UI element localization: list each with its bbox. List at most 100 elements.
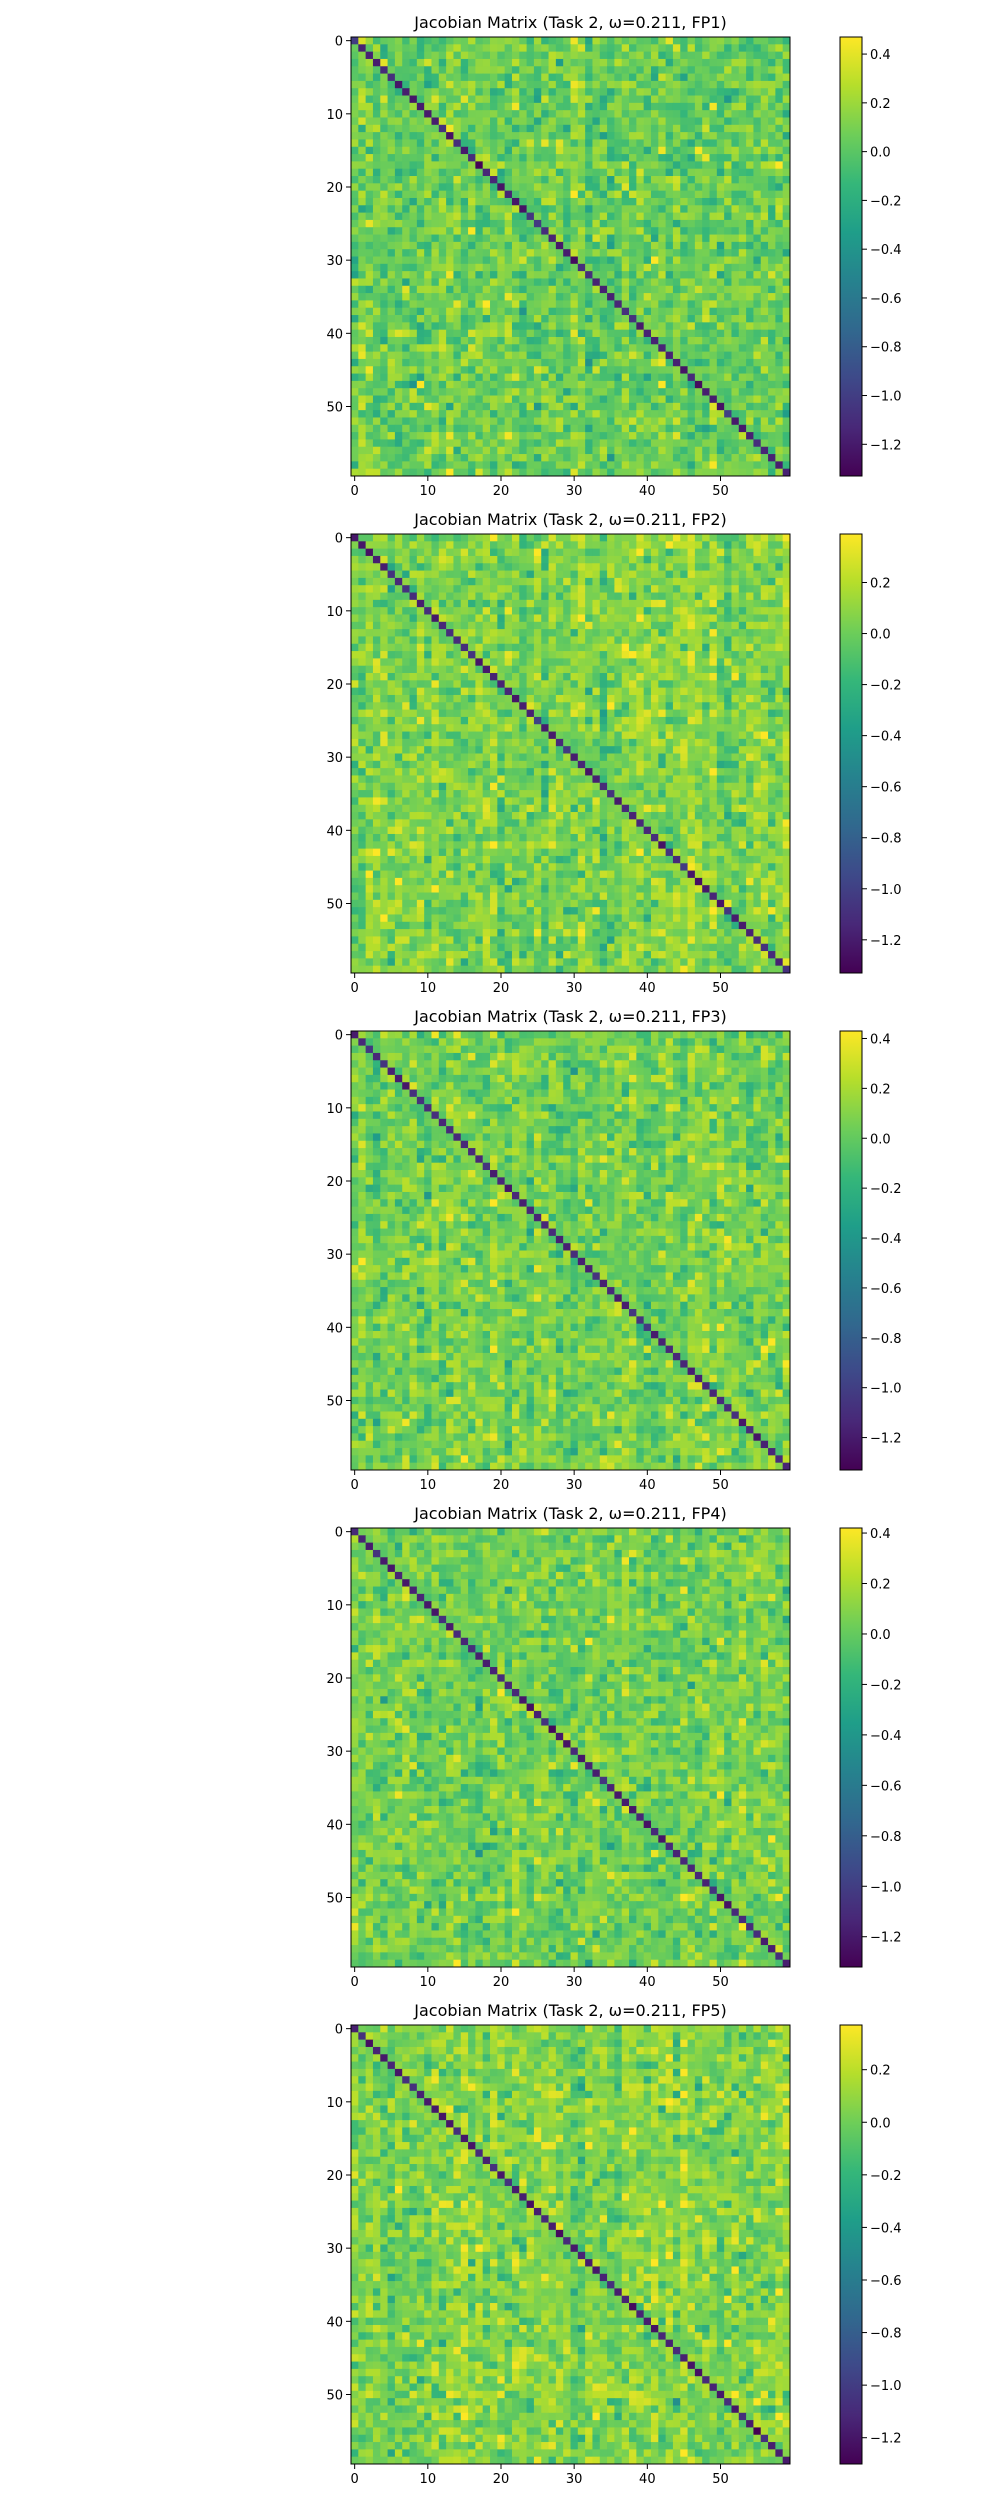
heatmap-cell [600, 322, 608, 330]
heatmap-cell [600, 359, 608, 367]
heatmap-cell [519, 534, 527, 542]
heatmap-cell [410, 147, 418, 155]
heatmap-cell [424, 388, 432, 396]
heatmap-cell [775, 315, 783, 323]
heatmap-cell [483, 44, 491, 52]
heatmap-cell [497, 469, 505, 477]
heatmap-cell [402, 344, 410, 352]
heatmap-cell [702, 366, 710, 374]
heatmap-cell [556, 622, 564, 630]
heatmap-cell [549, 636, 557, 644]
heatmap-cell [358, 410, 366, 418]
heatmap-cell [483, 183, 491, 191]
heatmap-cell [775, 300, 783, 308]
heatmap-cell [783, 59, 791, 67]
heatmap-cell [746, 688, 754, 696]
heatmap-cell [578, 293, 586, 301]
heatmap-cell [431, 205, 439, 213]
heatmap-cell [556, 461, 564, 469]
heatmap-cell [673, 644, 681, 652]
heatmap-cell [702, 161, 710, 169]
heatmap-cell [622, 161, 630, 169]
heatmap-cell [614, 286, 622, 294]
heatmap-cell [651, 257, 659, 265]
heatmap-cell [439, 695, 447, 703]
heatmap-cell [651, 585, 659, 593]
heatmap-cell [505, 680, 513, 688]
heatmap-cell [717, 374, 725, 382]
heatmap-cell [607, 300, 615, 308]
heatmap-cell [388, 169, 396, 177]
heatmap-cell [424, 205, 432, 213]
heatmap-cell [585, 614, 593, 622]
heatmap-cell [527, 359, 535, 367]
heatmap-cell [651, 614, 659, 622]
heatmap-cell [512, 388, 520, 396]
heatmap-cell [563, 286, 571, 294]
heatmap-cell [563, 417, 571, 425]
heatmap-cell [556, 249, 564, 257]
heatmap-cell [366, 103, 374, 111]
heatmap-cell [651, 227, 659, 235]
heatmap-cell [585, 461, 593, 469]
heatmap-cell [468, 249, 476, 257]
heatmap-cell [410, 549, 418, 557]
heatmap-cell [439, 651, 447, 659]
heatmap-cell [475, 695, 483, 703]
heatmap-cell [351, 66, 359, 74]
heatmap-cell [380, 366, 388, 374]
heatmap-cell [475, 549, 483, 557]
heatmap-cell [666, 622, 674, 630]
heatmap-cell [541, 578, 549, 586]
heatmap-cell [695, 425, 703, 433]
heatmap-cell [731, 366, 739, 374]
heatmap-cell [571, 571, 579, 579]
colorbar-tick-label: −0.4 [870, 243, 902, 258]
heatmap-cell [622, 286, 630, 294]
heatmap-cell [453, 563, 461, 571]
heatmap-cell [622, 191, 630, 199]
heatmap-cell [417, 410, 425, 418]
heatmap-cell [549, 432, 557, 440]
heatmap-cell [571, 366, 579, 374]
heatmap-cell [607, 607, 615, 615]
heatmap-cell [358, 469, 366, 477]
heatmap-cell [724, 198, 732, 206]
heatmap-cell [453, 666, 461, 674]
heatmap-cell [614, 59, 622, 67]
heatmap-cell [461, 549, 469, 557]
heatmap-cell [373, 425, 381, 433]
heatmap-cell [775, 344, 783, 352]
heatmap-cell [402, 110, 410, 118]
heatmap-cell [358, 454, 366, 462]
heatmap-cell [505, 191, 513, 199]
heatmap-cell [761, 278, 769, 286]
heatmap-cell [666, 534, 674, 542]
heatmap-cell [549, 264, 557, 272]
heatmap-cell [475, 220, 483, 228]
heatmap-cell [651, 242, 659, 250]
heatmap-cell [578, 125, 586, 133]
heatmap-cell [746, 271, 754, 279]
heatmap-cell [563, 198, 571, 206]
heatmap-cell [695, 74, 703, 82]
heatmap-cell [431, 66, 439, 74]
heatmap-cell [395, 220, 403, 228]
heatmap-cell [373, 432, 381, 440]
heatmap-cell [710, 74, 718, 82]
heatmap-cell [739, 176, 747, 184]
heatmap-cell [783, 88, 791, 96]
heatmap-cell [578, 322, 586, 330]
heatmap-cell [410, 293, 418, 301]
heatmap-cell [380, 117, 388, 125]
heatmap-cell [724, 644, 732, 652]
heatmap-cell [388, 96, 396, 104]
heatmap-cell [366, 658, 374, 666]
heatmap-cell [549, 37, 557, 45]
heatmap-cell [410, 249, 418, 257]
heatmap-cell [358, 330, 366, 338]
heatmap-cell [380, 629, 388, 637]
heatmap-cell [724, 658, 732, 666]
y-tick-label: 20 [326, 181, 343, 196]
heatmap-cell [534, 425, 542, 433]
